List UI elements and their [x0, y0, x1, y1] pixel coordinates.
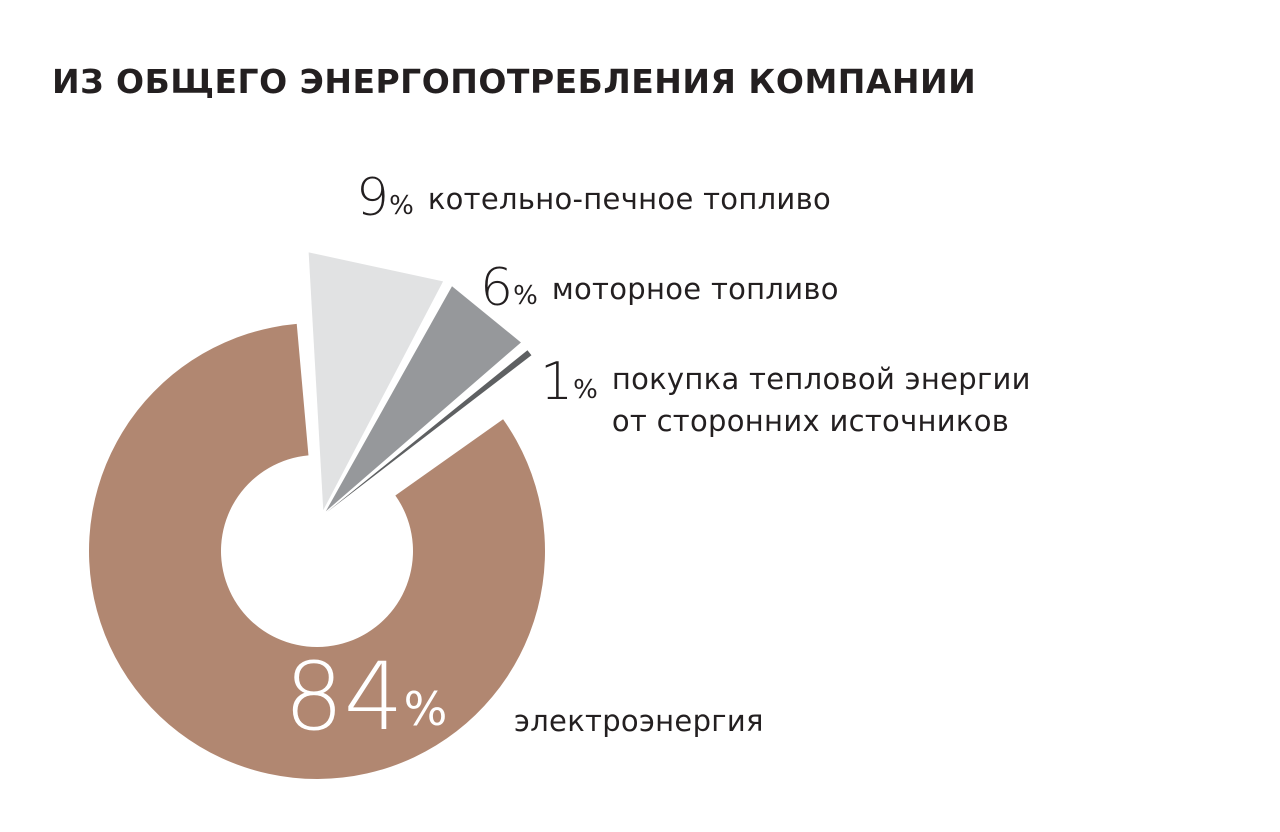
- slice-value: 84: [284, 643, 404, 752]
- label-electricity-value: 84 %: [284, 650, 447, 746]
- chart-title: ИЗ ОБЩЕГО ЭНЕРГОПОТРЕБЛЕНИЯ КОМПАНИИ: [52, 62, 977, 101]
- slice-label: моторное топливо: [551, 272, 839, 306]
- label-heat-purchase: 1 % покупка тепловой энергии от сторонни…: [540, 356, 1031, 442]
- slice-value: 1: [540, 352, 574, 412]
- slice-percent-sign: %: [513, 281, 538, 311]
- label-motor-fuel: 6 % моторное топливо: [480, 262, 839, 314]
- donut-slice: [308, 252, 444, 511]
- donut-slice: [89, 323, 546, 779]
- donut-slice: [325, 286, 521, 512]
- slice-label: котельно-печное топливо: [427, 182, 832, 216]
- slice-percent-sign: %: [389, 191, 414, 221]
- slice-value: 9: [356, 168, 390, 228]
- slice-percent-sign: %: [403, 682, 448, 736]
- slice-percent-sign: %: [573, 375, 598, 405]
- label-electricity-text: электроэнергия: [514, 704, 764, 738]
- slice-label: покупка тепловой энергии от сторонних ис…: [611, 362, 1031, 438]
- slice-value: 6: [480, 258, 514, 318]
- donut-slice: [326, 350, 532, 513]
- label-boiler-fuel: 9 % котельно-печное топливо: [356, 172, 831, 224]
